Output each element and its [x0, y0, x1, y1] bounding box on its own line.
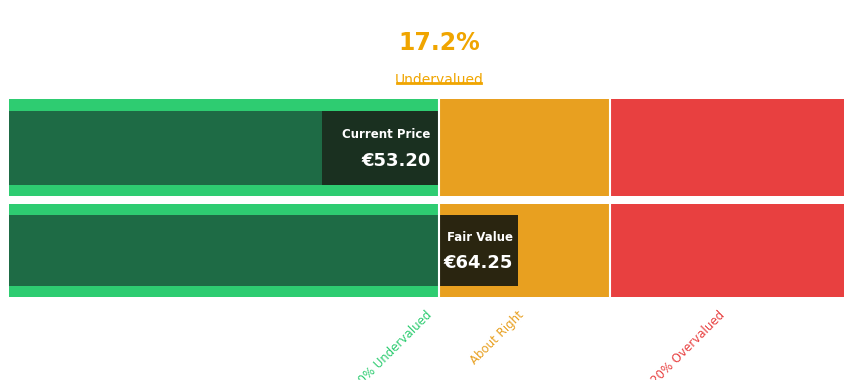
- Bar: [610, 100, 843, 196]
- Bar: [9, 215, 505, 285]
- Bar: [439, 100, 610, 196]
- Text: 17.2%: 17.2%: [398, 31, 480, 55]
- Text: €53.20: €53.20: [361, 152, 430, 170]
- Bar: [610, 204, 843, 297]
- Text: About Right: About Right: [468, 309, 527, 367]
- Text: 20% Overvalued: 20% Overvalued: [648, 309, 727, 380]
- Bar: [321, 111, 439, 185]
- Text: 20% Undervalued: 20% Undervalued: [351, 309, 435, 380]
- Bar: [9, 204, 439, 297]
- Text: €64.25: €64.25: [443, 254, 512, 272]
- Bar: [439, 204, 610, 297]
- Text: Undervalued: Undervalued: [394, 73, 483, 87]
- Text: Fair Value: Fair Value: [446, 231, 512, 244]
- Bar: [9, 100, 439, 196]
- Bar: [439, 215, 518, 285]
- Text: Current Price: Current Price: [342, 128, 430, 141]
- Bar: [9, 111, 439, 185]
